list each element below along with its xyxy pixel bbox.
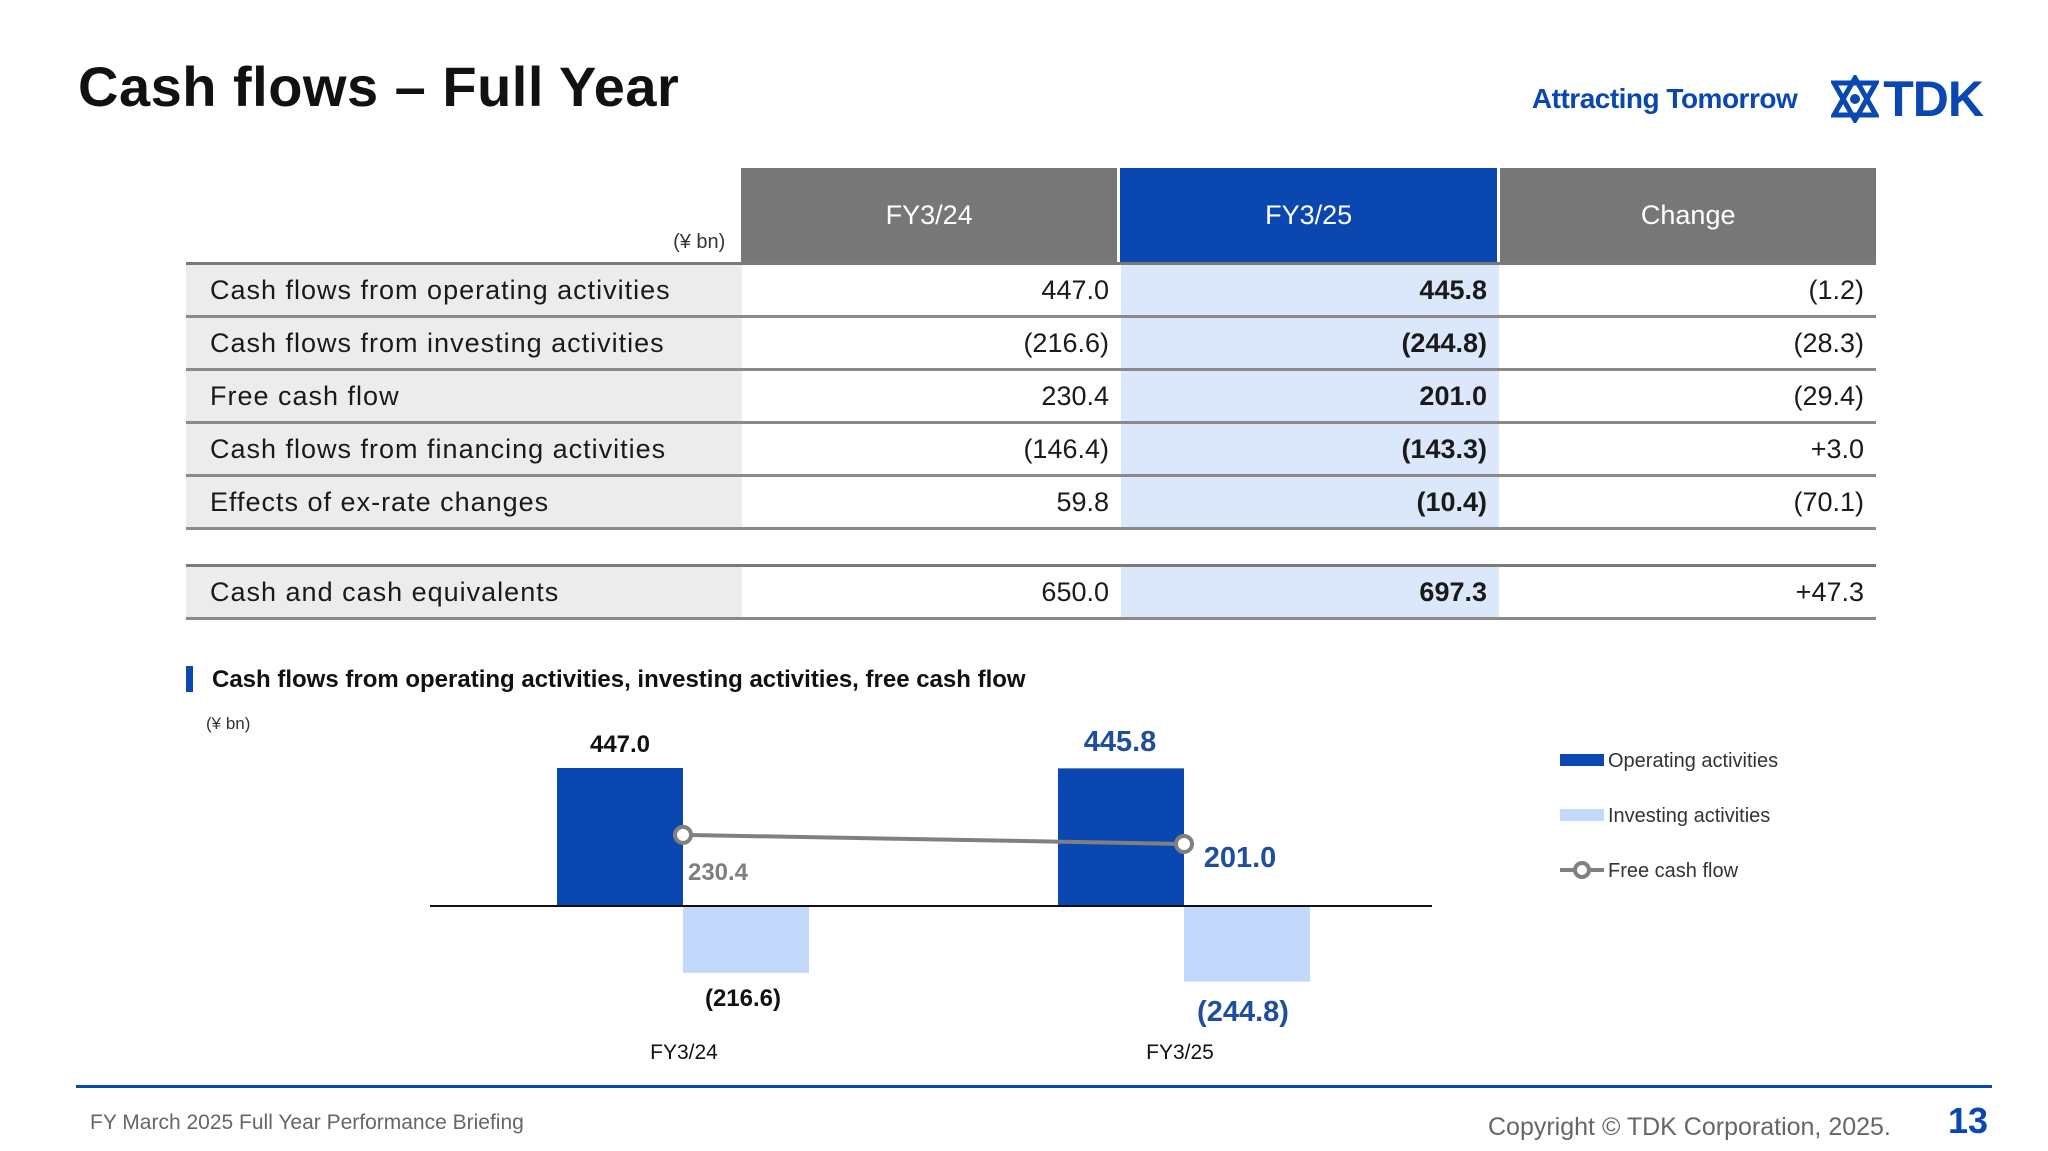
cell-change: (28.3) — [1499, 318, 1876, 368]
cell-change: +47.3 — [1499, 567, 1876, 617]
operating-bar — [1058, 768, 1184, 906]
cell-fy24: 59.8 — [742, 477, 1121, 527]
cell-fy25: 445.8 — [1121, 265, 1499, 315]
tdk-logo: TDK — [1831, 71, 1984, 127]
cell-fy24: 650.0 — [742, 567, 1121, 617]
cell-fy25: 201.0 — [1121, 371, 1499, 421]
cash-flow-chart: 447.0 445.8 230.4 201.0 (216.6) (244.8) FY3/24… — [430, 726, 1778, 1064]
table-row-investing: Cash flows from investing activities (21… — [186, 318, 1876, 371]
total-rule — [186, 564, 1876, 567]
cell-fy25: 697.3 — [1121, 567, 1499, 617]
page-title: Cash flows – Full Year — [78, 55, 680, 118]
legend-operating-label: Operating activities — [1608, 750, 1778, 772]
category-label: FY3/25 — [1146, 1041, 1214, 1064]
cell-fy25: (143.3) — [1121, 424, 1499, 474]
cash-flow-table: (¥ bn) FY3/24 FY3/25 Change Cash flows f… — [186, 168, 1876, 620]
section-marker — [186, 666, 193, 692]
operating-bar — [557, 768, 683, 906]
row-label: Cash and cash equivalents — [186, 567, 742, 617]
cell-fy24: (146.4) — [742, 424, 1121, 474]
legend-operating-swatch — [1560, 754, 1604, 766]
table-row-free-cash-flow: Free cash flow 230.4 201.0 (29.4) — [186, 371, 1876, 424]
legend-fcf-label: Free cash flow — [1608, 860, 1739, 882]
table-row-ex-rate: Effects of ex-rate changes 59.8 (10.4) (… — [186, 477, 1876, 530]
cell-fy25: (10.4) — [1121, 477, 1499, 527]
table-row-cash-equivalents: Cash and cash equivalents 650.0 697.3 +4… — [186, 567, 1876, 620]
tdk-logo-text: TDK — [1883, 71, 1984, 127]
row-label: Cash flows from financing activities — [186, 424, 742, 474]
cell-change: (1.2) — [1499, 265, 1876, 315]
brand-tagline: Attracting Tomorrow — [1531, 83, 1798, 114]
cell-change: (70.1) — [1499, 477, 1876, 527]
investing-bar — [683, 906, 809, 973]
table-header: (¥ bn) FY3/24 FY3/25 Change — [186, 168, 1876, 262]
cell-fy24: 230.4 — [742, 371, 1121, 421]
fcf-line — [682, 832, 1185, 846]
fcf-value-label: 230.4 — [688, 859, 749, 886]
cell-change: +3.0 — [1499, 424, 1876, 474]
table-row-operating: Cash flows from operating activities 447… — [186, 265, 1876, 318]
column-header-change: Change — [1500, 168, 1876, 262]
page-number: 13 — [1948, 1100, 1989, 1141]
table-unit-cell: (¥ bn) — [186, 168, 741, 262]
fcf-value-label: 201.0 — [1204, 842, 1277, 874]
legend-fcf-marker — [1573, 861, 1591, 879]
table-row-financing: Cash flows from financing activities (14… — [186, 424, 1876, 477]
cell-fy24: (216.6) — [742, 318, 1121, 368]
investing-bar — [1184, 906, 1310, 982]
operating-value-label: 447.0 — [590, 731, 650, 758]
column-header-fy24: FY3/24 — [741, 168, 1117, 262]
cell-fy25: (244.8) — [1121, 318, 1499, 368]
chart-section-title: Cash flows from operating activities, in… — [212, 666, 1026, 693]
operating-value-label: 445.8 — [1084, 726, 1157, 758]
chart-unit: (¥ bn) — [206, 714, 251, 733]
investing-value-label: (216.6) — [705, 985, 781, 1012]
footer-copyright: Copyright © TDK Corporation, 2025. — [1488, 1113, 1891, 1141]
row-label: Effects of ex-rate changes — [186, 477, 742, 527]
tdk-logo-icon — [1831, 75, 1880, 123]
row-label: Free cash flow — [186, 371, 742, 421]
legend-investing-label: Investing activities — [1608, 805, 1770, 827]
footer-briefing-title: FY March 2025 Full Year Performance Brie… — [90, 1111, 524, 1134]
fcf-point — [673, 824, 693, 845]
column-header-fy25: FY3/25 — [1119, 168, 1498, 262]
legend-investing-swatch — [1560, 809, 1604, 821]
fcf-point — [1174, 833, 1194, 854]
table-unit: (¥ bn) — [673, 231, 726, 253]
table-header-rule — [186, 262, 1876, 265]
brand-header: Attracting Tomorrow TDK — [1531, 71, 1984, 127]
row-label: Cash flows from operating activities — [186, 265, 742, 315]
investing-value-label: (244.8) — [1197, 996, 1289, 1028]
category-label: FY3/24 — [650, 1041, 718, 1064]
row-label: Cash flows from investing activities — [186, 318, 742, 368]
cell-fy24: 447.0 — [742, 265, 1121, 315]
cell-change: (29.4) — [1499, 371, 1876, 421]
footer-rule — [76, 1085, 1992, 1088]
